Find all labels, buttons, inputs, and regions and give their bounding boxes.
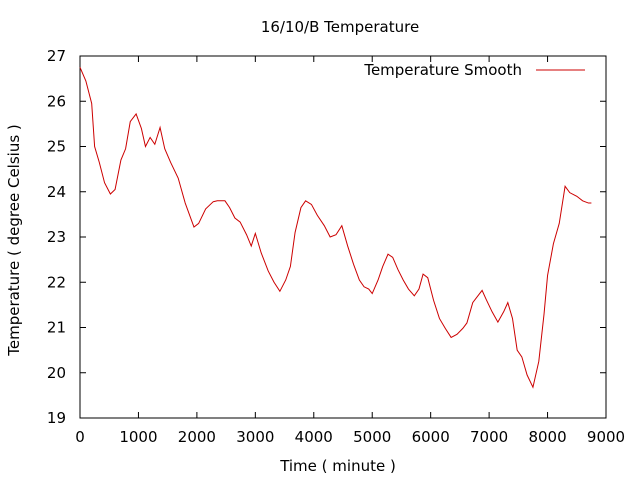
x-tick-label: 8000 bbox=[528, 428, 566, 446]
x-axis-label: Time ( minute ) bbox=[279, 457, 396, 475]
x-tick-label: 4000 bbox=[295, 428, 333, 446]
y-axis-label: Temperature ( degree Celsius ) bbox=[5, 124, 23, 357]
x-tick-label: 2000 bbox=[178, 428, 216, 446]
y-tick-label: 22 bbox=[47, 273, 66, 291]
series-line-temperature-smooth bbox=[79, 67, 592, 389]
y-tick-label: 24 bbox=[47, 183, 66, 201]
y-tick-label: 23 bbox=[47, 228, 66, 246]
x-tick-label: 1000 bbox=[119, 428, 157, 446]
x-tick-label: 7000 bbox=[470, 428, 508, 446]
x-tick-label: 0 bbox=[75, 428, 85, 446]
chart-title: 16/10/B Temperature bbox=[261, 18, 419, 36]
series-layer bbox=[79, 67, 592, 389]
y-tick-label: 27 bbox=[47, 47, 66, 65]
y-tick-label: 20 bbox=[47, 364, 66, 382]
legend-label: Temperature Smooth bbox=[363, 61, 522, 79]
plot-frame bbox=[79, 55, 607, 419]
x-tick-label: 5000 bbox=[353, 428, 391, 446]
x-tick-label: 6000 bbox=[412, 428, 450, 446]
x-tick-label: 9000 bbox=[587, 428, 625, 446]
y-tick-label: 21 bbox=[47, 319, 66, 337]
legend: Temperature Smooth bbox=[363, 61, 585, 79]
y-tick-label: 26 bbox=[47, 92, 66, 110]
axis-ticks: 0 1000 2000 3000 4000 5000 6000 7000 8000 9000 19 2… bbox=[47, 47, 625, 446]
y-tick-label: 25 bbox=[47, 138, 66, 156]
x-tick-label: 3000 bbox=[236, 428, 274, 446]
y-tick-label: 19 bbox=[47, 409, 66, 427]
